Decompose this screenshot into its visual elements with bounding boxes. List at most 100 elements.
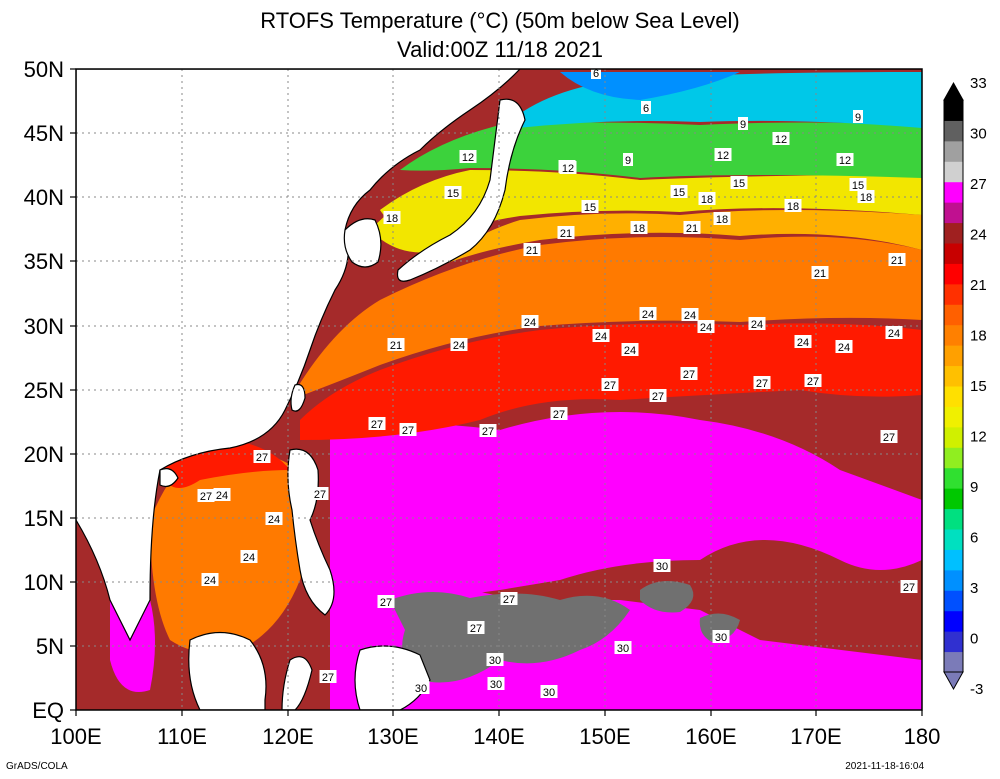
x-tick-label: 120E bbox=[262, 724, 313, 749]
colorbar-swatch bbox=[944, 610, 963, 632]
contour-label-box bbox=[387, 338, 405, 351]
colorbar-label: 15 bbox=[970, 378, 987, 395]
y-tick-label: 30N bbox=[24, 314, 64, 339]
contour-label: 30 bbox=[490, 679, 502, 691]
colorbar-swatch bbox=[944, 140, 963, 162]
contour-label-box bbox=[383, 211, 401, 224]
contour-label-box bbox=[712, 630, 730, 643]
contour-label: 27 bbox=[553, 409, 565, 421]
y-tick-label: 45N bbox=[24, 121, 64, 146]
contour-label: 27 bbox=[371, 419, 383, 431]
colorbar-swatch bbox=[944, 222, 963, 244]
contour-label: 30 bbox=[543, 687, 555, 699]
contour-label-box bbox=[649, 389, 667, 402]
contour-label-box bbox=[900, 580, 918, 593]
contour-label-box bbox=[730, 176, 748, 189]
contour-label: 15 bbox=[733, 178, 745, 190]
contour-label-box bbox=[319, 670, 337, 683]
contour-label: 24 bbox=[838, 342, 850, 354]
contour-label: 21 bbox=[390, 340, 402, 352]
contour-label: 24 bbox=[595, 331, 607, 343]
contour-label: 27 bbox=[604, 380, 616, 392]
colorbar-label: 6 bbox=[970, 530, 978, 547]
contour-label-box bbox=[849, 178, 867, 191]
contour-label-box bbox=[641, 101, 651, 114]
contour-label-box bbox=[399, 423, 417, 436]
contour-label-box bbox=[880, 430, 898, 443]
contour-label-box bbox=[630, 221, 648, 234]
contour-label: 27 bbox=[482, 426, 494, 438]
contour-label-box bbox=[681, 308, 699, 321]
contour-label: 18 bbox=[633, 223, 645, 235]
colorbar-swatch bbox=[944, 549, 963, 571]
contour-label: 27 bbox=[683, 369, 695, 381]
contour-label: 9 bbox=[625, 155, 631, 167]
contour-label: 12 bbox=[462, 152, 474, 164]
contour-label-box bbox=[500, 592, 518, 605]
contour-label: 30 bbox=[617, 643, 629, 655]
contour-label: 24 bbox=[243, 552, 255, 564]
contour-label: 24 bbox=[797, 337, 809, 349]
contour-label-box bbox=[521, 315, 539, 328]
contour-label: 15 bbox=[673, 187, 685, 199]
y-tick-label: 35N bbox=[24, 249, 64, 274]
contour-label: 27 bbox=[402, 425, 414, 437]
contour-label: 18 bbox=[787, 201, 799, 213]
map-title: RTOFS Temperature (°C) (50m below Sea Le… bbox=[260, 8, 740, 33]
x-ticks bbox=[75, 710, 923, 716]
y-tick-label: 15N bbox=[24, 506, 64, 531]
contour-label: 30 bbox=[415, 683, 427, 695]
contour-label-box bbox=[479, 424, 497, 437]
contour-label-box bbox=[265, 512, 283, 525]
contour-label: 21 bbox=[526, 245, 538, 257]
contour-label: 24 bbox=[524, 317, 536, 329]
colorbar-min-arrow bbox=[943, 671, 964, 691]
contour-label: 24 bbox=[888, 328, 900, 340]
timestamp-text: 2021-11-18-16:04 bbox=[845, 761, 924, 772]
y-ticks bbox=[70, 68, 76, 711]
x-tick-label: 150E bbox=[579, 724, 630, 749]
colorbar-swatch bbox=[944, 590, 963, 612]
contour-label: 30 bbox=[656, 561, 668, 573]
contour-label-box bbox=[559, 161, 577, 174]
contour-label-box bbox=[253, 450, 271, 463]
colorbar-label: 12 bbox=[970, 429, 987, 446]
contour-label-box bbox=[888, 253, 906, 266]
contour-label: 21 bbox=[814, 268, 826, 280]
contour-label-box bbox=[444, 186, 462, 199]
contour-label-box bbox=[557, 226, 575, 239]
contour-label-box bbox=[621, 343, 639, 356]
contour-label: 15 bbox=[584, 202, 596, 214]
contour-label-box bbox=[581, 200, 599, 213]
x-tick-label: 130E bbox=[367, 724, 418, 749]
contour-label: 6 bbox=[593, 68, 599, 80]
contour-label-box bbox=[550, 407, 568, 420]
colorbar-swatch bbox=[944, 569, 963, 591]
contour-label-box bbox=[885, 326, 903, 339]
contour-label-box bbox=[368, 417, 386, 430]
contour-label-box bbox=[601, 378, 619, 391]
contour-label-box bbox=[853, 110, 863, 123]
contour-label-box bbox=[540, 685, 558, 698]
colorbar-swatch bbox=[944, 283, 963, 305]
contour-label: 24 bbox=[624, 345, 636, 357]
contour-label: 30 bbox=[715, 632, 727, 644]
contour-label: 27 bbox=[903, 582, 915, 594]
contour-label-box bbox=[738, 117, 748, 130]
contour-label-box bbox=[794, 335, 812, 348]
contour-label-box bbox=[523, 243, 541, 256]
contour-label-box bbox=[591, 66, 601, 79]
contour-label: 9 bbox=[740, 119, 746, 131]
contour-label-box bbox=[412, 681, 430, 694]
colorbar-label: -3 bbox=[970, 681, 983, 698]
colorbar-swatch bbox=[944, 365, 963, 387]
contour-label: 18 bbox=[716, 214, 728, 226]
colorbar-label: 33 bbox=[970, 75, 987, 92]
x-tick-label: 160E bbox=[685, 724, 736, 749]
y-tick-label: EQ bbox=[32, 698, 64, 723]
contour-label-box bbox=[835, 340, 853, 353]
contour-label: 12 bbox=[839, 155, 851, 167]
colorbar-swatch bbox=[944, 467, 963, 489]
contour-label-box bbox=[811, 266, 829, 279]
y-tick-label: 5N bbox=[36, 634, 64, 659]
